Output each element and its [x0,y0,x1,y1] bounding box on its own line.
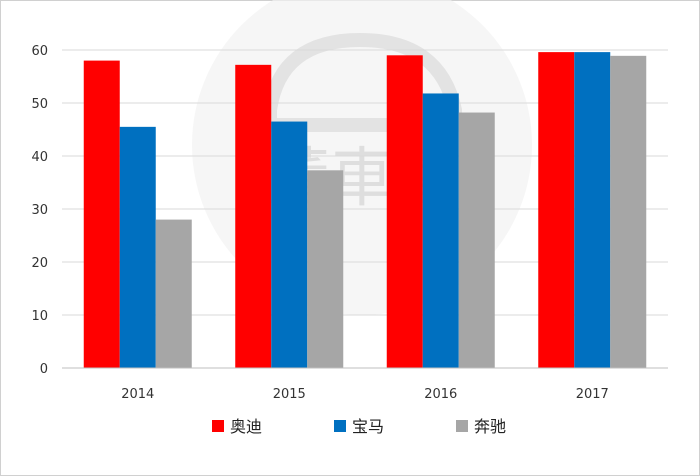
x-tick-label: 2016 [424,387,457,402]
y-tick-label: 40 [31,150,48,165]
legend-label: 奔驰 [474,417,506,436]
x-axis: 2014 2015 2016 2017 [62,367,668,402]
y-axis: 0 10 20 30 40 50 60 [31,44,48,377]
x-tick-label: 2014 [121,387,154,402]
bar-2014-series-2 [155,219,192,368]
bar-2016-series-2 [458,112,495,368]
bar-2016-series-0 [386,55,423,369]
y-tick-label: 50 [31,97,48,112]
bar-2017-series-1 [574,52,611,369]
x-tick-label: 2015 [273,387,306,402]
bar-2017-series-0 [538,52,575,369]
legend-label: 奥迪 [230,417,262,436]
legend-swatch [212,420,224,432]
bar-2016-series-1 [422,93,459,369]
legend-label: 宝马 [352,417,384,436]
bar-2015-series-0 [235,64,272,368]
bars [83,52,647,369]
bar-2015-series-1 [271,121,308,368]
legend: 奥迪 宝马 奔驰 [212,417,506,436]
legend-swatch [334,420,346,432]
y-tick-label: 10 [31,309,48,324]
bar-2014-series-0 [83,60,120,368]
y-tick-label: 60 [31,44,48,59]
bar-2014-series-1 [119,126,156,368]
y-tick-label: 0 [40,362,48,377]
legend-swatch [456,420,468,432]
bar-2017-series-2 [610,55,647,369]
x-tick-label: 2017 [576,387,609,402]
y-tick-label: 30 [31,203,48,218]
bar-2015-series-2 [307,170,344,368]
y-tick-label: 20 [31,256,48,271]
